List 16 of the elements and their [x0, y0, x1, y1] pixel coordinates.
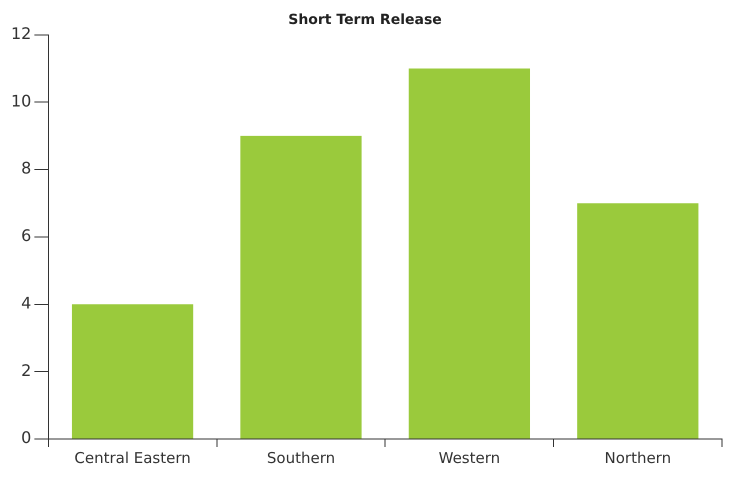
x-tick-label: Central Eastern — [74, 448, 191, 467]
chart-title: Short Term Release — [288, 12, 442, 28]
y-tick-label: 2 — [21, 360, 32, 380]
bar — [240, 136, 362, 438]
bar — [577, 203, 698, 438]
y-tick-label: 12 — [11, 24, 32, 43]
bar — [72, 304, 194, 438]
y-tick-label: 8 — [21, 158, 32, 178]
y-tick-label: 0 — [21, 428, 32, 448]
x-tick-label: Northern — [604, 448, 672, 467]
bar — [408, 68, 530, 438]
x-tick-label: Western — [438, 448, 500, 467]
y-tick-label: 10 — [11, 91, 32, 110]
y-tick-label: 4 — [21, 293, 32, 312]
x-tick-label: Southern — [266, 448, 336, 467]
y-tick-label: 6 — [21, 226, 32, 246]
